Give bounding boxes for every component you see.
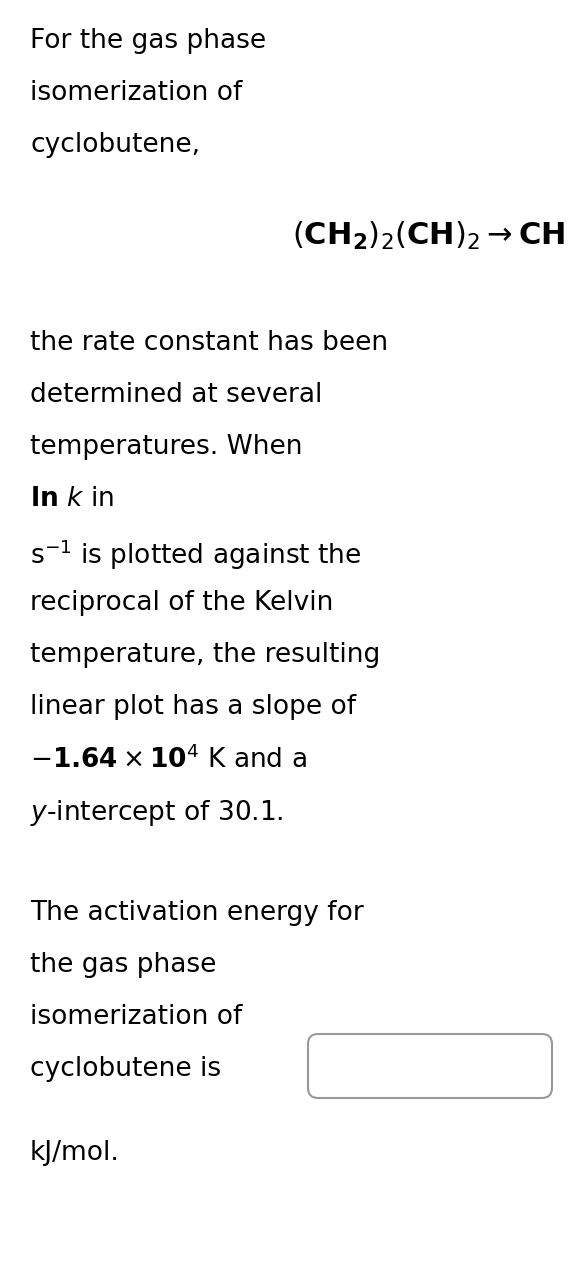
Text: $\mathrm{s}^{-1}$ is plotted against the: $\mathrm{s}^{-1}$ is plotted against the bbox=[30, 538, 361, 572]
Text: reciprocal of the Kelvin: reciprocal of the Kelvin bbox=[30, 590, 333, 616]
Text: temperature, the resulting: temperature, the resulting bbox=[30, 643, 380, 668]
Text: cyclobutene is: cyclobutene is bbox=[30, 1056, 221, 1082]
Text: $(\mathbf{CH_2})_2(\mathbf{CH})_2 \rightarrow \mathbf{CH}$: $(\mathbf{CH_2})_2(\mathbf{CH})_2 \right… bbox=[292, 220, 565, 252]
Text: cyclobutene,: cyclobutene, bbox=[30, 132, 200, 157]
Text: isomerization of: isomerization of bbox=[30, 79, 242, 106]
Text: isomerization of: isomerization of bbox=[30, 1004, 242, 1030]
Text: temperatures. When: temperatures. When bbox=[30, 434, 303, 460]
Text: determined at several: determined at several bbox=[30, 381, 322, 408]
Text: $\mathit{y}$-intercept of 30.1.: $\mathit{y}$-intercept of 30.1. bbox=[30, 797, 284, 828]
Text: The activation energy for: The activation energy for bbox=[30, 900, 364, 925]
Text: $-\mathbf{1.64} \times \mathbf{10}^4$ K and a: $-\mathbf{1.64} \times \mathbf{10}^4$ K … bbox=[30, 746, 307, 774]
Text: kJ/mol.: kJ/mol. bbox=[30, 1140, 120, 1166]
FancyBboxPatch shape bbox=[308, 1034, 552, 1098]
Text: the rate constant has been: the rate constant has been bbox=[30, 330, 388, 356]
Text: For the gas phase: For the gas phase bbox=[30, 28, 266, 54]
Text: $\mathbf{ln}\ \mathit{k}$ in: $\mathbf{ln}\ \mathit{k}$ in bbox=[30, 486, 114, 512]
Text: the gas phase: the gas phase bbox=[30, 952, 217, 978]
Text: linear plot has a slope of: linear plot has a slope of bbox=[30, 694, 356, 719]
